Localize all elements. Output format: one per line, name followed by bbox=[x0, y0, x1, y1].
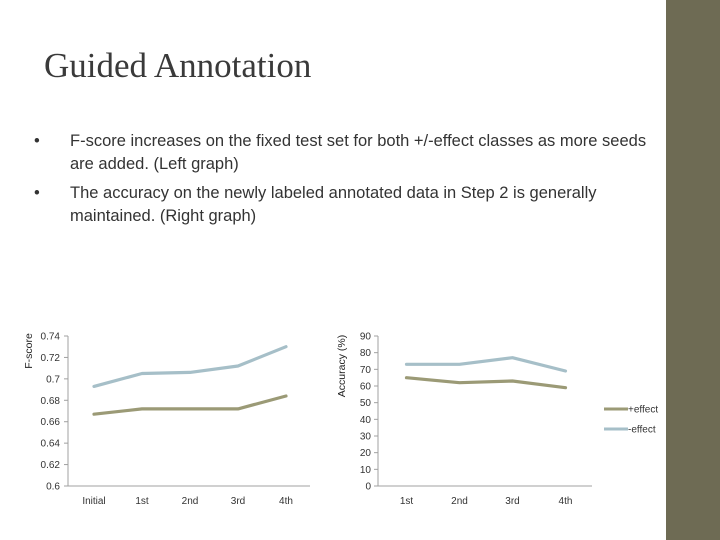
series-line-minus-effect bbox=[92, 345, 288, 388]
x-tick-label: 4th bbox=[559, 496, 573, 507]
x-tick-label: 2nd bbox=[451, 496, 468, 507]
y-tick-label: 20 bbox=[360, 448, 372, 459]
y-tick-label: 60 bbox=[360, 382, 372, 393]
y-tick-label: 70 bbox=[360, 365, 372, 376]
bullet-marker: • bbox=[34, 184, 40, 202]
bullet-text: F-score increases on the fixed test set … bbox=[70, 132, 647, 173]
y-tick-label: 80 bbox=[360, 348, 372, 359]
y-tick-label: 0.66 bbox=[41, 417, 61, 428]
y-axis-title: Accuracy (%) bbox=[336, 335, 348, 397]
bullet-item: • F-score increases on the fixed test se… bbox=[34, 130, 664, 176]
bullet-text: The accuracy on the newly labeled annota… bbox=[70, 184, 597, 225]
slide-sidebar-decoration bbox=[666, 0, 720, 540]
legend-label: -effect bbox=[628, 425, 656, 436]
x-tick-label: 3rd bbox=[505, 496, 519, 507]
x-tick-label: 3rd bbox=[231, 496, 245, 507]
x-tick-label: 2nd bbox=[182, 496, 199, 507]
x-tick-label: 1st bbox=[400, 496, 414, 507]
y-tick-label: 10 bbox=[360, 465, 372, 476]
bullet-marker: • bbox=[34, 132, 40, 150]
y-tick-label: 90 bbox=[360, 332, 372, 343]
y-tick-label: 0.64 bbox=[41, 439, 61, 450]
bullet-list: • F-score increases on the fixed test se… bbox=[34, 130, 664, 234]
x-tick-label: Initial bbox=[82, 496, 105, 507]
y-axis-title: F-score bbox=[23, 333, 35, 369]
y-tick-label: 0 bbox=[365, 482, 371, 493]
y-tick-label: 0.6 bbox=[46, 482, 60, 493]
bullet-item: • The accuracy on the newly labeled anno… bbox=[34, 182, 664, 228]
x-tick-label: 1st bbox=[135, 496, 149, 507]
y-tick-label: 0.68 bbox=[41, 396, 61, 407]
y-tick-label: 0.74 bbox=[41, 332, 61, 343]
y-tick-label: 40 bbox=[360, 415, 372, 426]
y-tick-label: 0.72 bbox=[41, 353, 61, 364]
y-tick-label: 30 bbox=[360, 432, 372, 443]
y-tick-label: 0.7 bbox=[46, 374, 60, 385]
legend-label: +effect bbox=[628, 405, 658, 416]
series-line-minus-effect bbox=[404, 356, 568, 373]
series-line-plus-effect bbox=[92, 394, 288, 416]
x-tick-label: 4th bbox=[279, 496, 293, 507]
y-tick-label: 50 bbox=[360, 398, 372, 409]
y-tick-label: 0.62 bbox=[41, 460, 61, 471]
slide-title: Guided Annotation bbox=[44, 46, 312, 85]
series-line-plus-effect bbox=[404, 376, 568, 390]
